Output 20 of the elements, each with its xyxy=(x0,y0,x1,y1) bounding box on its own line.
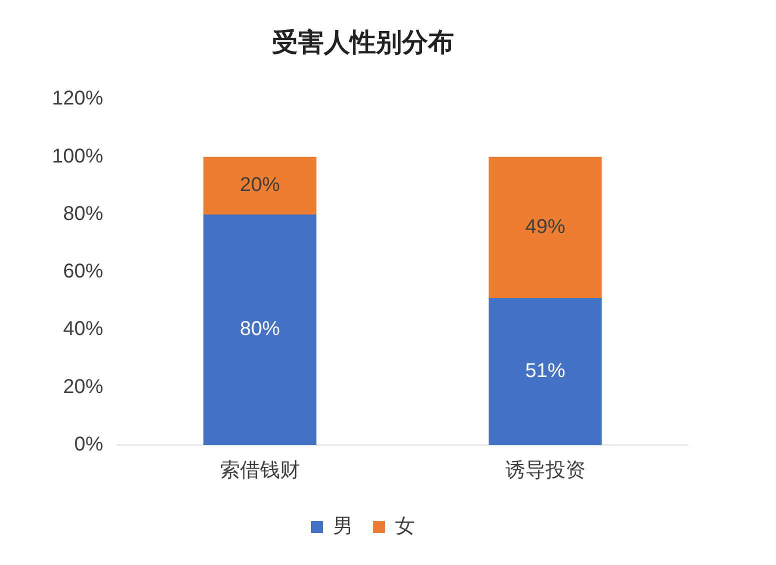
data-label: 51% xyxy=(525,360,566,382)
bar xyxy=(488,156,602,298)
bar xyxy=(203,156,316,214)
bar xyxy=(203,214,316,445)
y-tick-label: 0% xyxy=(74,434,104,456)
data-label: 20% xyxy=(240,174,280,196)
legend-label: 男 xyxy=(333,516,353,538)
y-tick-label: 20% xyxy=(63,376,104,398)
y-tick-label: 120% xyxy=(52,88,104,110)
y-tick-label: 100% xyxy=(52,145,104,168)
y-tick-label: 40% xyxy=(63,318,104,340)
bar xyxy=(488,298,602,445)
y-tick-label: 80% xyxy=(63,202,104,225)
data-label: 49% xyxy=(525,216,566,238)
x-tick-label: 索借钱财 xyxy=(220,460,300,482)
y-tick-label: 60% xyxy=(63,260,104,283)
legend-label: 女 xyxy=(395,516,415,538)
data-label: 80% xyxy=(240,318,280,340)
x-tick-label: 诱导投资 xyxy=(505,460,586,482)
chart-title: 受害人性别分布 xyxy=(272,26,454,57)
